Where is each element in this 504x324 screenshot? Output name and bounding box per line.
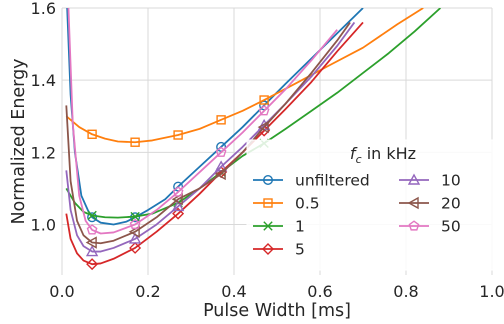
data-point xyxy=(129,218,141,230)
legend-title-sub: c xyxy=(356,153,362,166)
x-tick-label: 1.0 xyxy=(479,282,504,301)
y-tick-labels: 1.0 1.2 1.4 1.6 xyxy=(31,0,56,234)
legend-box xyxy=(246,139,500,271)
data-point xyxy=(172,186,184,197)
legend-marker xyxy=(407,173,421,185)
x-tick-label: 0.0 xyxy=(49,282,74,301)
series-line xyxy=(65,21,351,245)
data-point xyxy=(216,115,226,125)
y-tick-label: 1.4 xyxy=(31,71,56,90)
data-point xyxy=(258,105,270,116)
data-point xyxy=(215,146,227,157)
y-tick-label: 1.2 xyxy=(31,143,56,162)
data-point xyxy=(128,232,142,244)
y-axis-label: Normalized Energy xyxy=(9,58,29,224)
legend-item-0.5: 0.5 xyxy=(253,195,320,213)
legend-marker xyxy=(408,220,420,231)
data-point xyxy=(171,200,185,212)
legend-label: 1 xyxy=(295,218,305,236)
legend-marker xyxy=(407,196,419,210)
data-point xyxy=(259,95,269,105)
series-layer xyxy=(65,8,442,271)
legend-label: unfiltered xyxy=(295,172,370,190)
series-20 xyxy=(65,21,351,249)
legend-item-1: 1 xyxy=(253,218,305,236)
data-point xyxy=(87,210,97,221)
legend-item-unfiltered: unfiltered xyxy=(253,172,370,190)
x-tick-label: 0.6 xyxy=(307,282,332,301)
data-point xyxy=(85,245,99,257)
data-point xyxy=(87,212,98,223)
x-axis-label: Pulse Width [ms] xyxy=(203,301,351,321)
series-line xyxy=(66,8,364,226)
x-tick-label: 0.4 xyxy=(221,282,246,301)
legend-title-rest: in kHz xyxy=(362,144,416,163)
data-point xyxy=(130,137,140,147)
series-0.5 xyxy=(65,8,424,147)
legend-label: 10 xyxy=(441,172,461,190)
data-point xyxy=(85,236,97,249)
legend-title: fc in kHz xyxy=(350,144,416,166)
legend-label: 50 xyxy=(441,218,461,236)
y-tick-label: 1.0 xyxy=(31,215,56,234)
legend-marker xyxy=(263,174,274,185)
x-tick-label: 0.2 xyxy=(135,282,160,301)
data-point xyxy=(257,120,269,134)
legend-item-5: 5 xyxy=(253,241,305,259)
legend-marker xyxy=(263,221,273,231)
legend-item-50: 50 xyxy=(399,218,461,236)
data-point xyxy=(171,193,183,206)
series-line xyxy=(65,8,424,144)
legend-label: 20 xyxy=(441,195,461,213)
legend-items: unfiltered 0.5 1 5 10 20 50 xyxy=(253,172,461,259)
data-point xyxy=(129,241,142,254)
legend-label: 5 xyxy=(295,241,305,259)
legend-title-f: f xyxy=(350,144,358,163)
data-point xyxy=(86,258,99,271)
x-tick-label: 0.8 xyxy=(393,282,418,301)
data-point xyxy=(87,129,97,139)
series-line xyxy=(65,21,364,266)
series-50 xyxy=(67,8,338,235)
legend-marker xyxy=(263,198,273,208)
data-point xyxy=(173,130,183,140)
series-unfiltered xyxy=(66,8,364,226)
x-tick-labels: 0.0 0.2 0.4 0.6 0.8 1.0 xyxy=(49,282,504,301)
series-line xyxy=(67,8,338,235)
legend-label: 0.5 xyxy=(295,195,320,213)
data-point xyxy=(214,167,226,181)
data-point xyxy=(128,225,140,238)
data-point xyxy=(130,211,140,222)
data-point xyxy=(172,207,185,220)
legend: fc in kHz unfiltered 0.5 1 5 10 20 50 xyxy=(246,139,500,271)
legend-marker xyxy=(262,243,274,255)
legend-item-20: 20 xyxy=(399,195,461,213)
y-tick-label: 1.6 xyxy=(31,0,56,18)
legend-item-10: 10 xyxy=(399,172,461,190)
data-point xyxy=(86,224,98,235)
